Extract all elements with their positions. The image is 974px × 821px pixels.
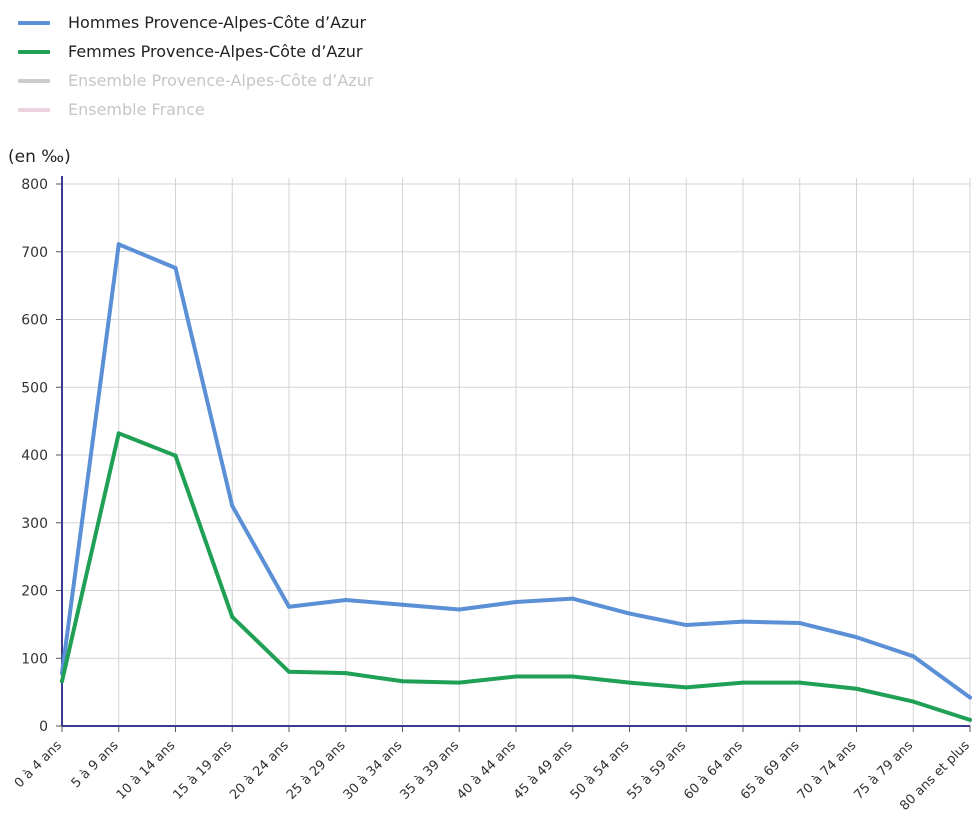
y-tick-label: 500 — [21, 380, 48, 396]
x-tick-label: 65 à 69 ans — [738, 738, 803, 803]
data-point — [400, 679, 405, 684]
legend-label: Ensemble Provence-Alpes-Côte d’Azur — [68, 71, 374, 90]
y-tick-label: 800 — [21, 177, 48, 193]
y-tick-label: 600 — [21, 313, 48, 329]
data-point — [570, 596, 575, 601]
data-point — [343, 671, 348, 676]
legend-item-3[interactable]: Ensemble France — [18, 95, 373, 124]
x-tick-label: 55 à 59 ans — [624, 738, 689, 803]
legend-swatch — [18, 20, 50, 25]
data-point — [684, 623, 689, 628]
x-tick-label: 30 à 34 ans — [341, 738, 406, 803]
data-point — [627, 680, 632, 685]
data-point — [684, 685, 689, 690]
data-point — [854, 635, 859, 640]
data-point — [400, 602, 405, 607]
data-point — [173, 453, 178, 458]
x-tick-label: 60 à 64 ans — [681, 738, 746, 803]
y-tick-label: 0 — [39, 719, 48, 735]
y-tick-label: 100 — [21, 651, 48, 667]
legend-label: Femmes Provence-Alpes-Côte d’Azur — [68, 42, 363, 61]
data-point — [514, 600, 518, 605]
x-tick-label: 50 à 54 ans — [568, 738, 633, 803]
y-tick-label: 200 — [21, 584, 48, 600]
x-tick-label: 10 à 14 ans — [114, 738, 179, 803]
data-point — [854, 686, 859, 691]
x-tick-label: 25 à 29 ans — [284, 738, 349, 803]
y-tick-label: 400 — [21, 448, 48, 464]
x-tick-label: 0 à 4 ans — [12, 738, 65, 791]
x-tick-label: 70 à 74 ans — [795, 738, 860, 803]
data-point — [627, 611, 632, 616]
data-point — [230, 503, 235, 508]
x-tick-label: 35 à 39 ans — [397, 738, 462, 803]
data-point — [911, 654, 916, 659]
x-tick-label: 45 à 49 ans — [511, 738, 576, 803]
legend-label: Ensemble France — [68, 100, 205, 119]
y-tick-label: 300 — [21, 516, 48, 532]
data-point — [570, 674, 575, 679]
legend-swatch — [18, 107, 50, 112]
data-point — [173, 266, 178, 271]
data-point — [457, 680, 462, 685]
data-point — [741, 619, 745, 624]
x-tick-label: 5 à 9 ans — [69, 738, 122, 791]
data-point — [741, 680, 745, 685]
x-tick-label: 15 à 19 ans — [170, 738, 235, 803]
data-point — [287, 669, 291, 674]
data-point — [968, 717, 972, 722]
data-point — [230, 614, 235, 619]
series-1 — [60, 431, 972, 722]
legend-item-1[interactable]: Femmes Provence-Alpes-Côte d’Azur — [18, 37, 373, 66]
legend-swatch — [18, 49, 50, 54]
legend-label: Hommes Provence-Alpes-Côte d’Azur — [68, 13, 367, 32]
data-point — [343, 597, 348, 602]
legend-item-2[interactable]: Ensemble Provence-Alpes-Côte d’Azur — [18, 66, 373, 95]
y-axis-label: (en ‰) — [8, 147, 71, 167]
y-tick-label: 700 — [21, 245, 48, 261]
legend-swatch — [18, 78, 50, 83]
legend: Hommes Provence-Alpes-Côte d’Azur Femmes … — [18, 8, 373, 124]
data-point — [911, 699, 916, 704]
data-point — [968, 695, 972, 700]
data-point — [514, 674, 518, 679]
data-point — [116, 242, 121, 247]
data-point — [797, 621, 802, 626]
data-point — [797, 680, 802, 685]
x-tick-label: 40 à 44 ans — [454, 738, 519, 803]
data-point — [457, 607, 462, 612]
data-point — [116, 431, 121, 436]
data-point — [287, 604, 291, 609]
data-point — [60, 679, 64, 684]
legend-item-0[interactable]: Hommes Provence-Alpes-Côte d’Azur — [18, 8, 373, 37]
x-tick-label: 20 à 24 ans — [227, 738, 292, 803]
